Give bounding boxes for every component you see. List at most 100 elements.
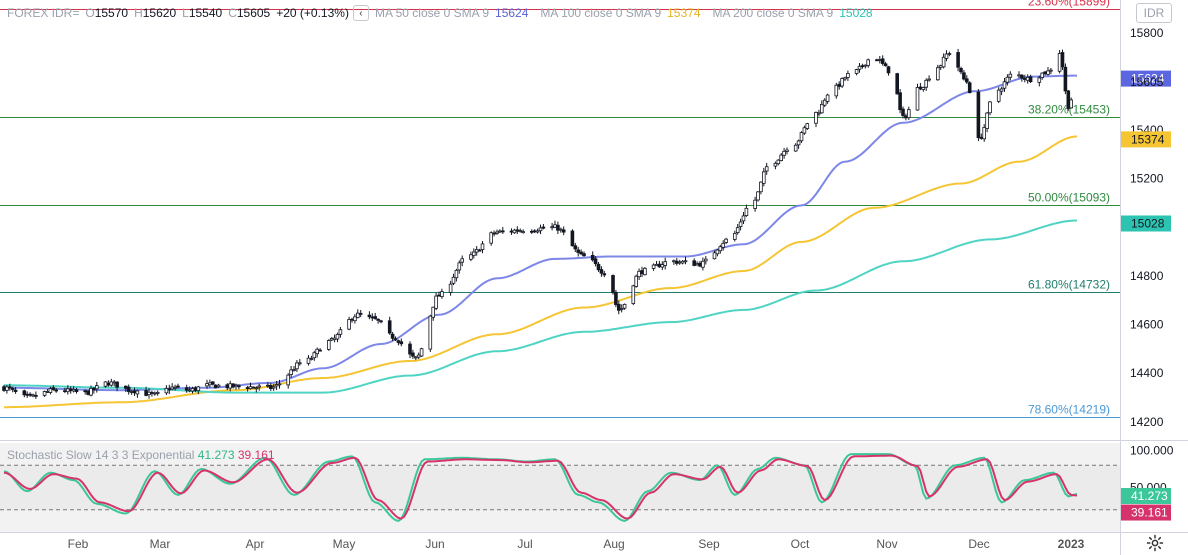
- candle-body[interactable]: [257, 385, 261, 388]
- currency-symbol-button[interactable]: IDR: [1136, 3, 1172, 23]
- candle-body[interactable]: [773, 163, 778, 167]
- candle-body[interactable]: [413, 356, 418, 359]
- candle-body[interactable]: [692, 260, 696, 266]
- candle-body[interactable]: [190, 388, 195, 392]
- candle-body[interactable]: [654, 263, 659, 266]
- candle-body[interactable]: [596, 263, 601, 271]
- candle-body[interactable]: [744, 207, 749, 216]
- candle-body[interactable]: [71, 388, 76, 392]
- candle-body[interactable]: [895, 73, 899, 95]
- candle-body[interactable]: [724, 238, 728, 243]
- candle-body[interactable]: [126, 386, 131, 392]
- candle-body[interactable]: [329, 338, 334, 341]
- candle-body[interactable]: [228, 383, 233, 389]
- candle-body[interactable]: [63, 390, 67, 392]
- candle-body[interactable]: [1069, 99, 1074, 109]
- candle-body[interactable]: [22, 390, 27, 396]
- candle-body[interactable]: [959, 67, 963, 73]
- candle-body[interactable]: [675, 260, 679, 264]
- candle-body[interactable]: [898, 92, 902, 111]
- candle-body[interactable]: [408, 343, 412, 355]
- candle-body[interactable]: [112, 381, 117, 384]
- candle-body[interactable]: [712, 252, 717, 260]
- candle-body[interactable]: [295, 362, 299, 370]
- candle-body[interactable]: [602, 273, 607, 276]
- candle-body[interactable]: [535, 230, 540, 233]
- candle-body[interactable]: [237, 385, 241, 388]
- candle-body[interactable]: [68, 388, 73, 392]
- candle-body[interactable]: [683, 260, 688, 263]
- candle-body[interactable]: [335, 334, 340, 340]
- candle-body[interactable]: [532, 230, 537, 233]
- candle-body[interactable]: [460, 258, 464, 263]
- candle-body[interactable]: [213, 384, 218, 389]
- candle-body[interactable]: [1002, 81, 1007, 89]
- candle-body[interactable]: [234, 384, 238, 387]
- candle-body[interactable]: [210, 381, 215, 385]
- candle-body[interactable]: [738, 221, 743, 227]
- candle-body[interactable]: [764, 166, 769, 172]
- candle-body[interactable]: [1028, 76, 1033, 83]
- candle-body[interactable]: [164, 387, 169, 394]
- candle-body[interactable]: [1049, 69, 1053, 72]
- candle-body[interactable]: [150, 392, 154, 394]
- candle-body[interactable]: [66, 388, 70, 393]
- candle-body[interactable]: [640, 270, 644, 275]
- candle-body[interactable]: [254, 387, 259, 390]
- candle-body[interactable]: [480, 243, 485, 250]
- candle-body[interactable]: [1005, 76, 1010, 83]
- ma200-label[interactable]: MA 200 close 0 SMA 9: [712, 6, 834, 20]
- candle-body[interactable]: [611, 275, 615, 294]
- candle-body[interactable]: [1043, 71, 1047, 75]
- candle-body[interactable]: [619, 308, 624, 310]
- candle-body[interactable]: [379, 320, 383, 323]
- candle-body[interactable]: [1023, 78, 1027, 80]
- candle-body[interactable]: [309, 358, 314, 360]
- candle-body[interactable]: [34, 394, 38, 397]
- candle-body[interactable]: [518, 230, 522, 232]
- candle-body[interactable]: [266, 384, 270, 387]
- candle-body[interactable]: [530, 230, 534, 233]
- candle-body[interactable]: [251, 386, 256, 389]
- candle-body[interactable]: [92, 387, 96, 391]
- candle-body[interactable]: [701, 260, 705, 268]
- candle-body[interactable]: [837, 83, 841, 87]
- candle-body[interactable]: [451, 276, 456, 284]
- candle-body[interactable]: [834, 84, 839, 97]
- candle-body[interactable]: [268, 385, 273, 389]
- candle-body[interactable]: [28, 393, 32, 396]
- candle-body[interactable]: [411, 352, 415, 357]
- candle-body[interactable]: [184, 387, 189, 391]
- candle-body[interactable]: [376, 318, 380, 321]
- candle-body[interactable]: [956, 52, 960, 68]
- candle-body[interactable]: [147, 391, 151, 395]
- ma50-label[interactable]: MA 50 close 0 SMA 9: [374, 6, 490, 20]
- ma100-label[interactable]: MA 100 close 0 SMA 9: [540, 6, 662, 20]
- candle-body[interactable]: [921, 87, 926, 90]
- candle-body[interactable]: [550, 226, 554, 229]
- candle-body[interactable]: [48, 388, 53, 393]
- candle-body[interactable]: [698, 262, 702, 267]
- candle-body[interactable]: [704, 258, 708, 262]
- candle-body[interactable]: [431, 306, 435, 318]
- candle-body[interactable]: [7, 386, 12, 389]
- candle-body[interactable]: [109, 381, 114, 386]
- candle-body[interactable]: [187, 389, 192, 392]
- candle-body[interactable]: [457, 262, 462, 271]
- candle-body[interactable]: [915, 87, 920, 111]
- candle-body[interactable]: [448, 283, 453, 293]
- candle-body[interactable]: [5, 386, 9, 391]
- candle-body[interactable]: [779, 154, 783, 161]
- candle-body[interactable]: [637, 270, 641, 278]
- candle-body[interactable]: [312, 352, 317, 359]
- candle-body[interactable]: [541, 226, 546, 229]
- candle-body[interactable]: [176, 385, 180, 388]
- candle-body[interactable]: [173, 386, 177, 389]
- candle-body[interactable]: [45, 391, 50, 393]
- candle-body[interactable]: [132, 390, 137, 394]
- candle-body[interactable]: [967, 82, 972, 94]
- candle-body[interactable]: [416, 354, 421, 358]
- candle-body[interactable]: [573, 245, 578, 250]
- candle-body[interactable]: [996, 89, 1001, 102]
